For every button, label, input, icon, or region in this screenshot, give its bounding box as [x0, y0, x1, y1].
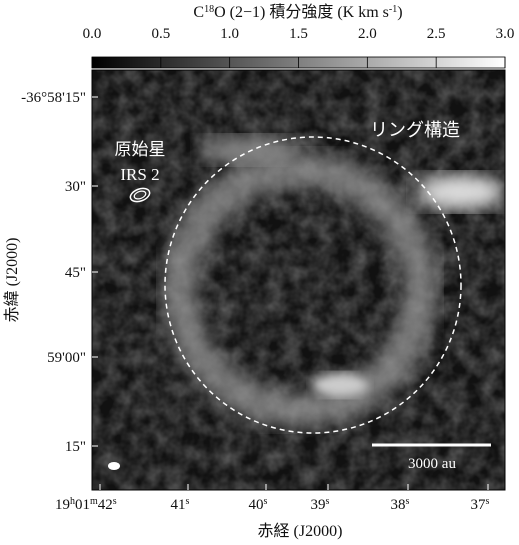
- colorbar-tick-label: 1.0: [220, 26, 239, 42]
- superscript: s: [264, 496, 268, 507]
- y-tick-label: -36°58'15": [21, 90, 86, 106]
- superscript: s: [113, 496, 117, 507]
- y-tick-label: 30": [65, 179, 86, 195]
- scale-label: 3000 au: [408, 456, 456, 472]
- x-tick-label: 38s: [391, 496, 410, 514]
- text-part: 42: [98, 497, 113, 513]
- text-part: 19: [55, 497, 70, 513]
- x-tick-label: 37s: [471, 496, 490, 514]
- text-part: 38: [391, 497, 406, 513]
- text-part: 40: [249, 497, 264, 513]
- source-label: IRS 2: [120, 165, 159, 184]
- protostar-label: 原始星: [115, 140, 166, 159]
- colorbar-tick-label: 0.0: [83, 26, 102, 42]
- text-part: ): [397, 4, 402, 21]
- superscript: s: [186, 496, 190, 507]
- x-axis-label: 赤経 (J2000): [258, 522, 343, 540]
- text-part: 01: [75, 497, 90, 513]
- y-axis-label: 赤緯 (J2000): [3, 238, 21, 323]
- colorbar-tick-label: 2.5: [427, 26, 446, 42]
- figure: リング構造 原始星 IRS 2 3000 au 赤経 (J2000) 赤緯 (J…: [0, 0, 519, 545]
- text-part: 41: [171, 497, 186, 513]
- x-tick-label: 39s: [311, 496, 330, 514]
- x-tick-label: 40s: [249, 496, 268, 514]
- colorbar-tick-label: 3.0: [496, 26, 515, 42]
- text-part: 37: [471, 497, 487, 513]
- text-part: O (2−1) 積分強度 (K km s: [214, 3, 389, 21]
- text-part: 39: [311, 497, 326, 513]
- y-tick-label: 59'00": [47, 350, 86, 366]
- y-tick-label: 15": [65, 439, 86, 455]
- ring-label: リング構造: [370, 120, 460, 140]
- colorbar-tick-label: 0.5: [151, 26, 170, 42]
- text-part: C: [193, 4, 204, 21]
- colorbar-tick-label: 1.5: [289, 26, 308, 42]
- colorbar-title: C18O (2−1) 積分強度 (K km s-1): [193, 3, 402, 21]
- colorbar-tick-label: 2.0: [358, 26, 377, 42]
- superscript: s: [486, 496, 490, 507]
- superscript: s: [326, 496, 330, 507]
- superscript: -1: [389, 4, 397, 15]
- x-tick-label: 19h01m42s: [55, 496, 117, 514]
- y-tick-label: 45": [65, 265, 86, 281]
- superscript: s: [406, 496, 410, 507]
- x-tick-label: 41s: [171, 496, 190, 514]
- superscript: 18: [204, 4, 214, 15]
